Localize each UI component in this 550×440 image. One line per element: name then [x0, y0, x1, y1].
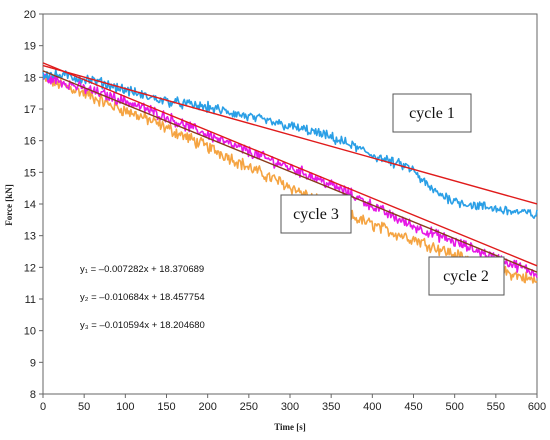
x-tick-label: 100	[116, 401, 134, 413]
x-tick-label: 150	[157, 401, 175, 413]
equation-cycle-3: y₃ = –0.010594x + 18.204680	[80, 320, 205, 331]
y-tick-label: 11	[25, 294, 36, 306]
fit-line-cycle-3	[42, 70, 538, 273]
series-line-cycle-2	[42, 74, 538, 284]
y-tick-label: 13	[24, 231, 36, 243]
y-tick-label: 15	[24, 167, 36, 179]
callout-text-cycle-1: cycle 1	[409, 105, 455, 122]
callout-cycle-3: cycle 3	[280, 194, 352, 234]
x-tick-label: 200	[198, 401, 216, 413]
x-tick-label: 0	[40, 401, 46, 413]
y-axis-title: Force [kN]	[4, 184, 14, 226]
series-line-cycle-3	[42, 73, 538, 278]
x-tick-label: 300	[281, 401, 299, 413]
callout-box-cycle-1	[392, 93, 472, 133]
fit-line-cycle-1	[42, 64, 538, 205]
equation-cycle-1: y₁ = –0.007282x + 18.370689	[80, 264, 204, 275]
callout-cycle-2: cycle 2	[428, 256, 505, 296]
y-tick-label: 17	[24, 104, 36, 116]
callout-box-cycle-3	[280, 194, 352, 234]
x-ticks-layer: 0 50 100 150 200 250 300 350 400 450 500 550 600	[40, 394, 546, 413]
x-axis-title: Time [s]	[274, 422, 306, 432]
y-tick-label: 14	[24, 199, 36, 211]
y-tick-label: 12	[24, 262, 36, 274]
y-tick-label: 19	[24, 41, 36, 53]
x-tick-label: 350	[322, 401, 340, 413]
x-tick-label: 50	[78, 401, 90, 413]
y-ticks-layer: 8 9 10 11 12 13 14 15 16 17 18 19 20	[24, 9, 43, 401]
y-tick-label: 18	[24, 72, 36, 84]
equation-cycle-2: y₂ = –0.010684x + 18.457754	[80, 292, 205, 303]
y-tick-label: 16	[24, 136, 36, 148]
x-tick-label: 400	[363, 401, 381, 413]
x-tick-label: 450	[404, 401, 422, 413]
fit-layer	[42, 62, 538, 273]
callout-box-cycle-2	[428, 256, 505, 296]
y-tick-label: 9	[30, 357, 36, 369]
y-tick-label: 8	[30, 389, 36, 401]
callout-cycle-1: cycle 1	[392, 93, 472, 133]
x-tick-label: 250	[240, 401, 258, 413]
y-tick-label: 20	[24, 9, 36, 21]
fit-line-cycle-2	[42, 62, 538, 267]
callout-text-cycle-2: cycle 2	[443, 268, 489, 285]
x-tick-label: 550	[487, 401, 505, 413]
x-tick-label: 500	[445, 401, 463, 413]
callout-text-cycle-3: cycle 3	[293, 206, 339, 223]
x-tick-label: 600	[528, 401, 546, 413]
y-tick-label: 10	[24, 326, 36, 338]
